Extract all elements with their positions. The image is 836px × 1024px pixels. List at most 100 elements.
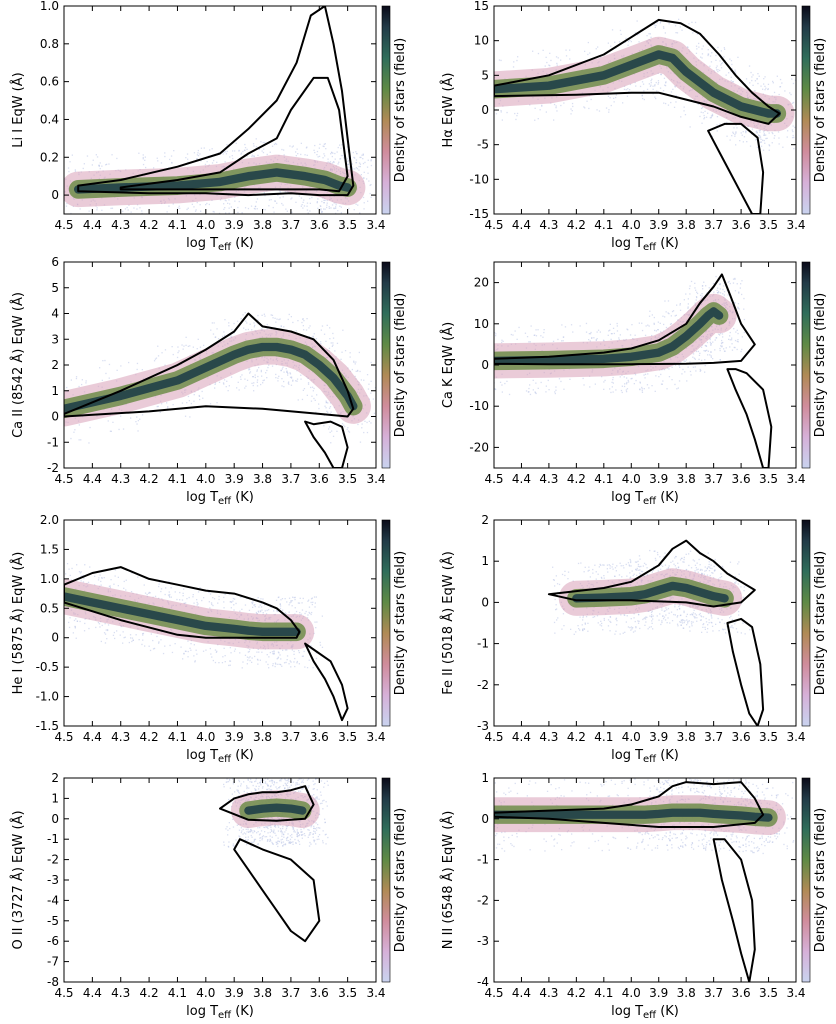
x-tick-label: 3.8 (253, 472, 272, 486)
colorbar-label: Density of stars (field) (813, 293, 828, 438)
x-tick-label: 4.1 (168, 986, 187, 1000)
y-tick-label: -1 (47, 832, 59, 846)
y-tick-label: 10 (474, 34, 489, 48)
x-tick-label: 4.4 (83, 472, 102, 486)
x-axis-label: log Teff (K) (611, 1004, 679, 1021)
y-tick-label: -8 (47, 975, 59, 989)
y-axis-label: Hα EqW (Å) (440, 73, 456, 148)
density-core (244, 803, 307, 815)
plot-area (494, 18, 796, 214)
x-tick-label: 3.8 (253, 730, 272, 744)
x-tick-label: 3.4 (366, 472, 385, 486)
x-tick-label: 4.1 (168, 730, 187, 744)
x-tick-label: 3.5 (338, 472, 357, 486)
x-tick-label: 3.9 (225, 218, 244, 232)
y-axis-label: Fe II (5018 Å) EqW (Å) (440, 551, 456, 695)
x-tick-label: 3.4 (366, 986, 385, 1000)
x-tick-label: 4.3 (111, 730, 130, 744)
axes-frame (493, 777, 797, 983)
y-tick-label: 6 (51, 255, 59, 269)
x-tick-label: 4.2 (567, 218, 586, 232)
x-tick-label: 3.4 (366, 218, 385, 232)
y-tick-label: -7 (47, 955, 59, 969)
y-tick-label: 0 (51, 812, 59, 826)
plot-area (547, 539, 765, 726)
panel-cak: 4.5 4.4 4.3 4.2 4.1 4.0 3.9 3.8 3.7 3.6 3.5 3.4 -20 -… (440, 261, 828, 507)
y-tick-label: -4 (477, 975, 489, 989)
x-tick-label: 4.2 (567, 730, 586, 744)
y-tick-label: -4 (47, 893, 59, 907)
plot-area (64, 563, 349, 722)
y-tick-label: 0.8 (40, 37, 59, 51)
x-tick-label: 4.3 (539, 730, 558, 744)
x-tick-label: 3.5 (759, 986, 778, 1000)
x-tick-label: 4.1 (168, 218, 187, 232)
contour-outer (494, 781, 765, 828)
y-tick-label: -1 (477, 853, 489, 867)
panel-halpha: 4.5 4.4 4.3 4.2 4.1 4.0 3.9 3.8 3.7 3.6 3.5 3.4 -15 -… (440, 0, 828, 253)
x-tick-label: 3.4 (786, 730, 805, 744)
contour-inner (712, 838, 756, 982)
density-core (494, 50, 782, 118)
x-tick-label: 4.5 (54, 986, 73, 1000)
y-tick-label: -2 (47, 853, 59, 867)
y-tick-label: 0.5 (40, 601, 59, 615)
y-tick-label: 1.0 (40, 572, 59, 586)
contour-outer (547, 539, 756, 608)
x-tick-label: 4.3 (539, 472, 558, 486)
x-tick-label: 4.5 (54, 730, 73, 744)
x-tick-label: 3.4 (366, 730, 385, 744)
x-tick-label: 4.4 (83, 218, 102, 232)
contour-inner (233, 838, 321, 943)
x-tick-label: 3.9 (225, 986, 244, 1000)
y-tick-label: -1.5 (36, 719, 59, 733)
axes-frame (493, 519, 797, 727)
y-tick-label: -5 (477, 138, 489, 152)
colorbar-label: Density of stars (field) (813, 551, 828, 696)
y-tick-label: 0 (51, 188, 59, 202)
y-tick-label: 1.5 (40, 542, 59, 556)
x-tick-label: 3.9 (225, 730, 244, 744)
x-tick-label: 3.9 (649, 730, 668, 744)
x-axis-label: log Teff (K) (186, 1004, 254, 1021)
x-tick-label: 4.0 (196, 730, 215, 744)
y-tick-label: -15 (469, 207, 489, 221)
x-tick-label: 4.1 (594, 218, 613, 232)
y-tick-label: 0 (51, 410, 59, 424)
y-tick-label: -5 (47, 914, 59, 928)
contour-outer (494, 18, 781, 125)
x-tick-label: 3.8 (677, 730, 696, 744)
x-tick-label: 3.7 (704, 730, 723, 744)
x-tick-label: 3.6 (310, 218, 329, 232)
y-tick-label: 0 (481, 595, 489, 609)
x-tick-label: 3.7 (281, 730, 300, 744)
x-tick-label: 3.5 (338, 730, 357, 744)
y-axis-label: N II (6548 Å) EqW (Å) (440, 811, 456, 950)
x-tick-label: 3.6 (310, 986, 329, 1000)
x-tick-label: 3.9 (649, 986, 668, 1000)
x-tick-label: 4.3 (111, 986, 130, 1000)
x-axis-label: log Teff (K) (611, 748, 679, 765)
contour-inner (304, 642, 349, 722)
x-tick-label: 4.5 (484, 986, 503, 1000)
y-tick-label: 0 (481, 358, 489, 372)
contour-outer (494, 273, 756, 366)
x-tick-label: 3.4 (786, 986, 805, 1000)
x-tick-label: 3.8 (677, 472, 696, 486)
y-tick-label: 2 (481, 513, 489, 527)
x-tick-label: 3.6 (732, 472, 751, 486)
x-tick-label: 4.1 (168, 472, 187, 486)
contour-outer (77, 6, 355, 197)
x-tick-label: 4.3 (539, 218, 558, 232)
x-tick-label: 4.0 (622, 730, 641, 744)
x-tick-label: 4.0 (196, 472, 215, 486)
x-tick-label: 3.8 (253, 986, 272, 1000)
x-tick-label: 4.2 (567, 472, 586, 486)
colorbar (801, 777, 811, 983)
x-tick-label: 4.5 (54, 472, 73, 486)
panel-n6548: 4.5 4.4 4.3 4.2 4.1 4.0 3.9 3.8 3.7 3.6 3.5 3.4 -4 -3… (440, 771, 828, 1021)
x-tick-label: 4.2 (140, 986, 159, 1000)
x-axis-label: log Teff (K) (611, 236, 679, 253)
x-tick-label: 4.3 (111, 472, 130, 486)
panel-fe5018: 4.5 4.4 4.3 4.2 4.1 4.0 3.9 3.8 3.7 3.6 3.5 3.4 -3 -2… (440, 513, 828, 765)
